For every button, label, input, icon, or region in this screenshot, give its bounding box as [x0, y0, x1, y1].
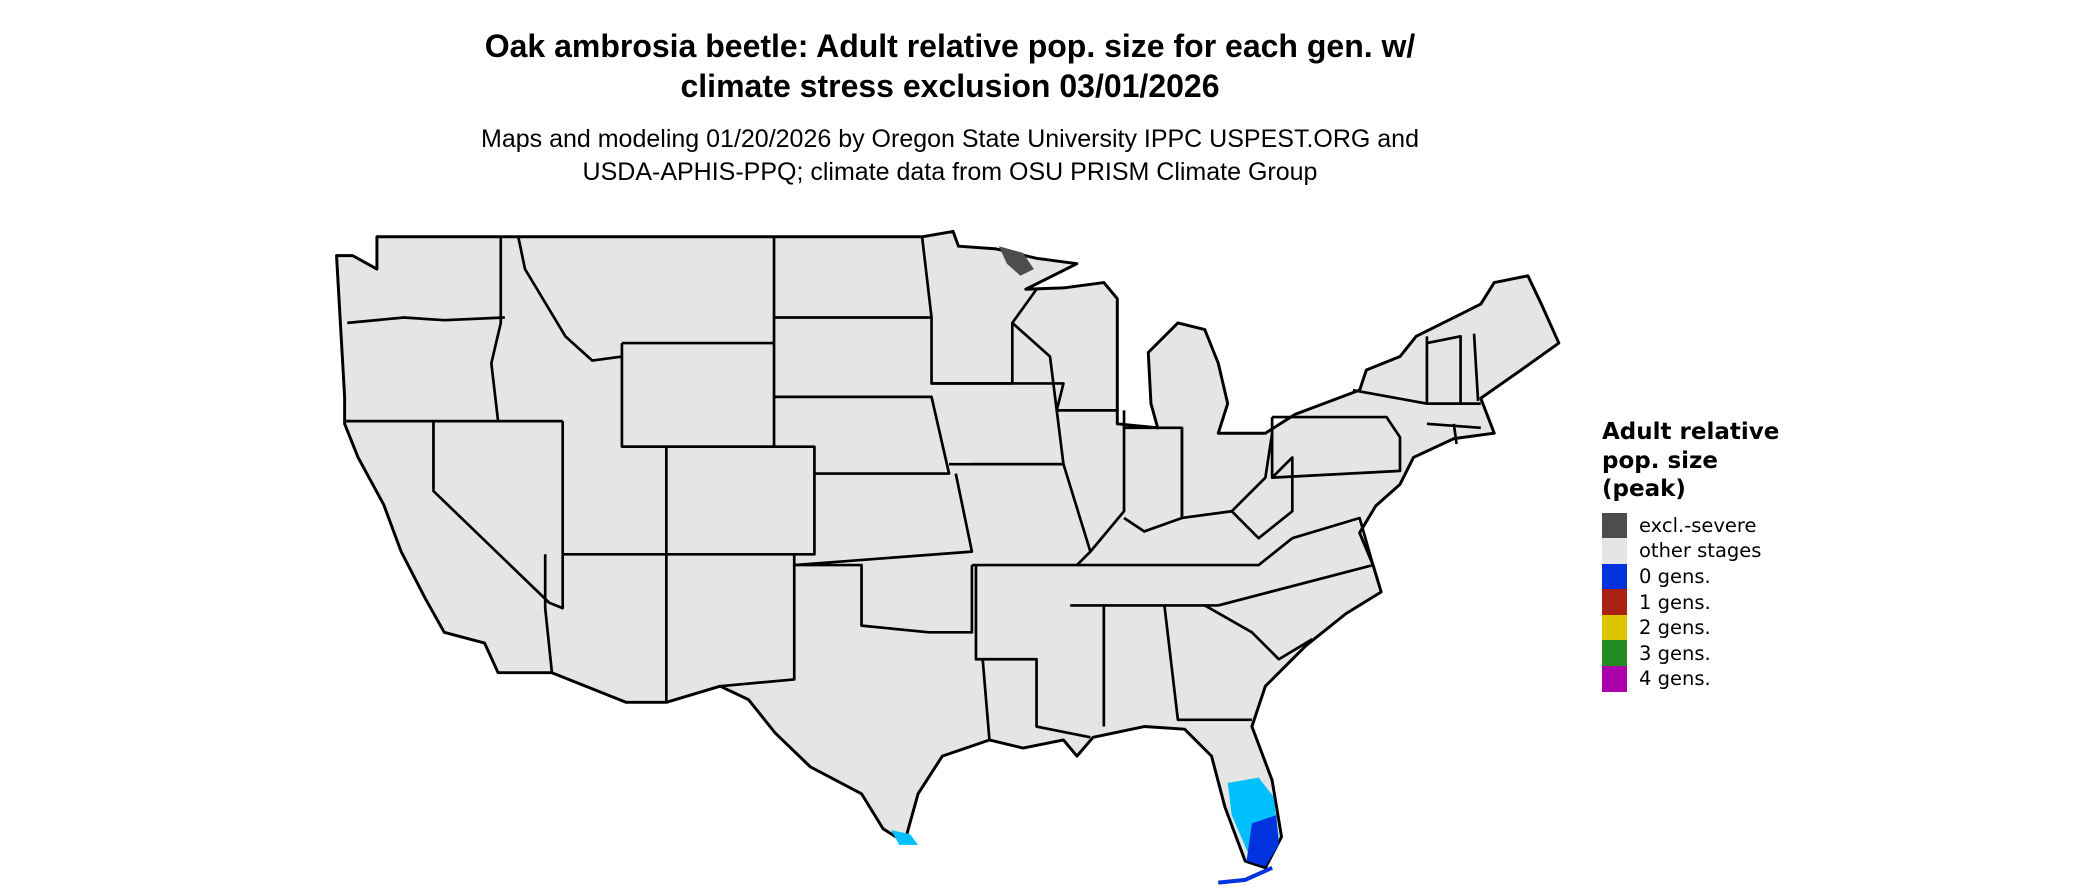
- legend-title-line: pop. size: [1602, 447, 1719, 474]
- map-subtitle-line-2: USDA-APHIS-PPQ; climate data from OSU PR…: [582, 158, 1318, 186]
- legend-item: 3 gens.: [1602, 640, 1822, 667]
- legend-swatch: [1602, 589, 1627, 615]
- legend-title: Adult relative pop. size (peak): [1602, 418, 1822, 504]
- state-borders: [344, 236, 1481, 741]
- legend-title-line: Adult relative: [1602, 419, 1780, 445]
- legend-swatch: [1602, 563, 1627, 590]
- map-title-line-2: climate stress exclusion 03/01/2026: [680, 68, 1220, 104]
- legend-label: excl.-severe: [1639, 513, 1757, 537]
- legend-item: 2 gens.: [1602, 614, 1822, 641]
- legend-swatch: [1602, 614, 1627, 641]
- map-legend: Adult relative pop. size (peak) excl.-se…: [1602, 418, 1822, 692]
- legend-item: other stages: [1602, 538, 1822, 564]
- map-subtitle-line-1: Maps and modeling 01/20/2026 by Oregon S…: [481, 125, 1419, 153]
- legend-swatch: [1602, 538, 1627, 564]
- climate-stress-regions: [891, 246, 1279, 885]
- legend-item: excl.-severe: [1602, 512, 1822, 539]
- legend-swatch: [1602, 512, 1627, 539]
- light-blue-region-texas: [891, 830, 919, 845]
- legend-label: other stages: [1639, 539, 1762, 563]
- legend-item: 0 gens.: [1602, 563, 1822, 590]
- legend-label: 0 gens.: [1639, 564, 1711, 588]
- legend-label: 2 gens.: [1639, 616, 1711, 640]
- map-title-line-1: Oak ambrosia beetle: Adult relative pop.…: [484, 28, 1416, 64]
- legend-swatch: [1602, 666, 1627, 692]
- legend-title-line: (peak): [1602, 476, 1686, 502]
- legend-label: 3 gens.: [1639, 641, 1711, 665]
- conus-outline: [335, 229, 1561, 870]
- dark-blue-region-florida: [1246, 815, 1279, 867]
- legend-label: 1 gens.: [1639, 590, 1711, 614]
- legend-swatch: [1602, 640, 1627, 667]
- dark-blue-keys: [1218, 865, 1273, 885]
- excluded-region-mn: [998, 246, 1034, 276]
- legend-item: 1 gens.: [1602, 589, 1822, 615]
- legend-item: 4 gens.: [1602, 666, 1822, 692]
- legend-label: 4 gens.: [1639, 667, 1711, 691]
